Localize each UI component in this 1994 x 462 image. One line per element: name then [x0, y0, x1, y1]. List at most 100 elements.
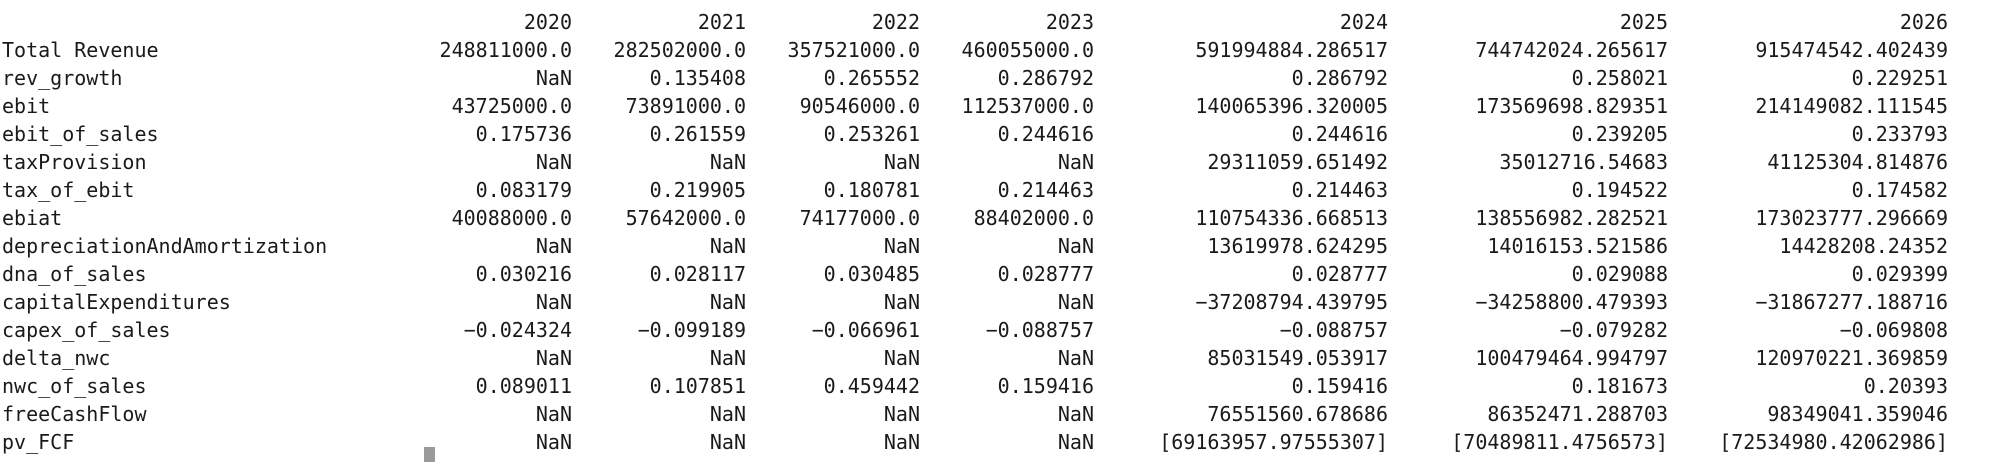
table-cell: 112537000.0	[961, 94, 1094, 118]
table-cell: NaN	[709, 430, 746, 454]
table-cell: 0.244616	[1291, 122, 1388, 146]
table-cell: 173569698.829351	[1475, 94, 1668, 118]
table-cell: 13619978.624295	[1207, 234, 1388, 258]
table-cell: 0.286792	[1291, 66, 1388, 90]
row-label: capex_of_sales	[2, 318, 171, 342]
table-row: freeCashFlow NaN NaN NaN NaN 76551560.678686 8…	[2, 400, 1948, 428]
row-label: taxProvision	[2, 150, 147, 174]
table-cell: 73891000.0	[625, 94, 746, 118]
table-row: capex_of_sales −0.024324 −0.099189 −0.06696…	[2, 316, 1948, 344]
table-cell: 110754336.668513	[1195, 206, 1388, 230]
table-cell: NaN	[535, 346, 572, 370]
table-cell: 0.089011	[475, 374, 572, 398]
table-cell: −0.088757	[1279, 318, 1388, 342]
table-cell: 0.253261	[823, 122, 920, 146]
table-cell: −34258800.479393	[1475, 290, 1668, 314]
row-label: dna_of_sales	[2, 262, 147, 286]
table-cell: NaN	[709, 234, 746, 258]
table-cell: 41125304.814876	[1767, 150, 1948, 174]
row-label: rev_growth	[2, 66, 123, 90]
table-cell: 138556982.282521	[1475, 206, 1668, 230]
table-row: capitalExpenditures NaN NaN NaN NaN −37208794…	[2, 288, 1948, 316]
row-label: tax_of_ebit	[2, 178, 135, 202]
table-cell: 173023777.296669	[1755, 206, 1948, 230]
table-cell: NaN	[883, 346, 920, 370]
table-cell: NaN	[883, 402, 920, 426]
table-cell: 0.029088	[1571, 262, 1668, 286]
header-row: 2020 2021 2022 2023 2024 2025 2026	[2, 8, 1948, 36]
table-cell: 0.239205	[1571, 122, 1668, 146]
table-cell: 460055000.0	[961, 38, 1094, 62]
table-row: nwc_of_sales 0.089011 0.107851 0.459442 0.15…	[2, 372, 1948, 400]
table-cell: 0.135408	[649, 66, 746, 90]
table-cell: 915474542.402439	[1755, 38, 1948, 62]
table-cell: 0.459442	[823, 374, 920, 398]
table-row: pv_FCF NaN NaN NaN NaN [69163957.97555307] [70…	[2, 428, 1948, 456]
table-cell: NaN	[883, 290, 920, 314]
row-label: capitalExpenditures	[2, 290, 231, 314]
terminal-cursor	[424, 447, 435, 462]
table-cell: 0.028117	[649, 262, 746, 286]
table-cell: −0.079282	[1559, 318, 1668, 342]
table-cell: 0.083179	[475, 178, 572, 202]
column-header: 2021	[697, 10, 746, 34]
table-cell: 57642000.0	[625, 206, 746, 230]
table-cell: 43725000.0	[451, 94, 572, 118]
table-body: Total Revenue 248811000.0 282502000.0 35752…	[2, 36, 1948, 456]
table-cell: 0.261559	[649, 122, 746, 146]
table-cell: 0.174582	[1851, 178, 1948, 202]
table-row: ebiat 40088000.0 57642000.0 74177000.0 88402…	[2, 204, 1948, 232]
table-cell: 282502000.0	[613, 38, 746, 62]
table-cell: 0.258021	[1571, 66, 1668, 90]
table-cell: NaN	[709, 150, 746, 174]
table-row: dna_of_sales 0.030216 0.028117 0.030485 0.02…	[2, 260, 1948, 288]
table-cell: 88402000.0	[973, 206, 1094, 230]
table-row: depreciationAndAmortization NaN NaN NaN NaN 1…	[2, 232, 1948, 260]
table-row: tax_of_ebit 0.083179 0.219905 0.180781 0.214…	[2, 176, 1948, 204]
table-cell: 14428208.24352	[1779, 234, 1948, 258]
table-cell: 214149082.111545	[1755, 94, 1948, 118]
table-cell: 0.214463	[997, 178, 1094, 202]
table-cell: NaN	[535, 150, 572, 174]
table-cell: 0.20393	[1863, 374, 1948, 398]
row-label: delta_nwc	[2, 346, 111, 370]
table-cell: [70489811.4756573]	[1451, 430, 1668, 454]
table-cell: NaN	[1057, 430, 1094, 454]
table-cell: NaN	[883, 234, 920, 258]
table-cell: −0.066961	[811, 318, 920, 342]
table-cell: 40088000.0	[451, 206, 572, 230]
table-cell: [72534980.42062986]	[1719, 430, 1948, 454]
table-cell: NaN	[883, 150, 920, 174]
dataframe-table: 2020 2021 2022 2023 2024 2025 2026 Total…	[2, 8, 1948, 456]
table-cell: 14016153.521586	[1487, 234, 1668, 258]
table-cell: −37208794.439795	[1195, 290, 1388, 314]
table-cell: 357521000.0	[787, 38, 920, 62]
table-cell: 90546000.0	[799, 94, 920, 118]
table-cell: 0.030216	[475, 262, 572, 286]
table-cell: 100479464.994797	[1475, 346, 1668, 370]
row-label: freeCashFlow	[2, 402, 147, 426]
table-cell: 74177000.0	[799, 206, 920, 230]
table-row: ebit_of_sales 0.175736 0.261559 0.253261 0.2…	[2, 120, 1948, 148]
table-cell: −0.069808	[1839, 318, 1948, 342]
table-row: taxProvision NaN NaN NaN NaN 29311059.651492 3…	[2, 148, 1948, 176]
column-header: 2020	[523, 10, 572, 34]
table-cell: 0.265552	[823, 66, 920, 90]
table-cell: 0.180781	[823, 178, 920, 202]
table-cell: 0.028777	[997, 262, 1094, 286]
table-cell: 0.233793	[1851, 122, 1948, 146]
table-cell: 0.159416	[997, 374, 1094, 398]
table-cell: NaN	[1057, 402, 1094, 426]
table-row: Total Revenue 248811000.0 282502000.0 35752…	[2, 36, 1948, 64]
table-cell: NaN	[709, 402, 746, 426]
column-header: 2025	[1619, 10, 1668, 34]
index-header	[2, 8, 394, 36]
table-cell: NaN	[709, 290, 746, 314]
row-label: ebit_of_sales	[2, 122, 159, 146]
table-cell: 0.214463	[1291, 178, 1388, 202]
table-cell: 0.181673	[1571, 374, 1668, 398]
table-cell: 0.229251	[1851, 66, 1948, 90]
table-cell: NaN	[535, 402, 572, 426]
column-header: 2022	[871, 10, 920, 34]
